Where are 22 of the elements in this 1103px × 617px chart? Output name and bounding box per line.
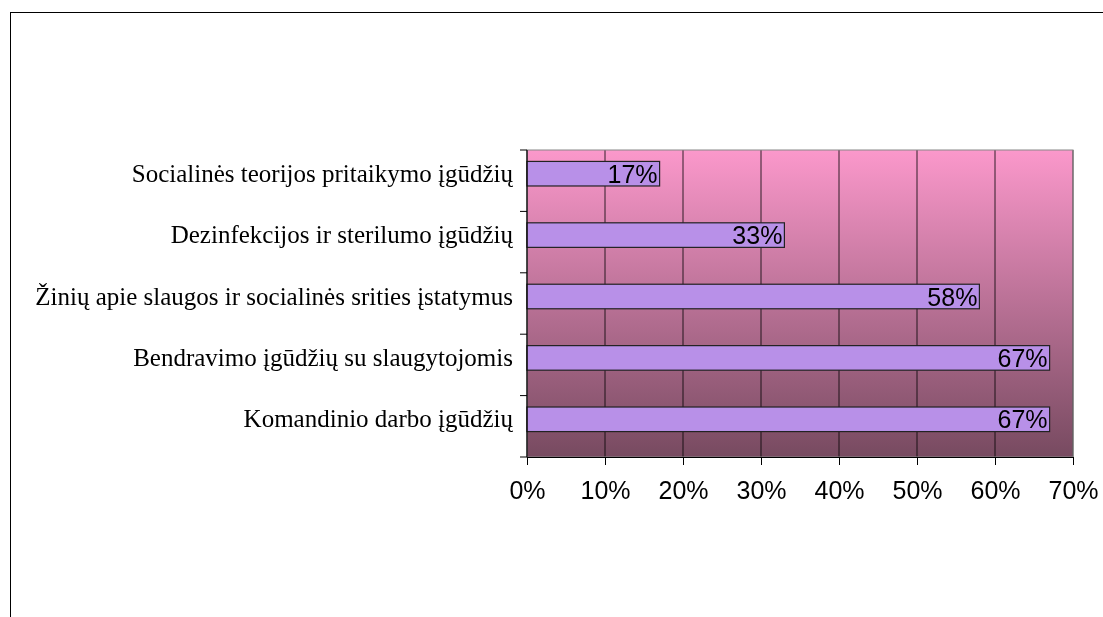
x-tick-label: 0% [509, 475, 546, 504]
bar [526, 345, 1051, 371]
x-tick-label: 70% [1048, 475, 1099, 504]
data-label: 67% [997, 405, 1048, 434]
x-tick-label: 30% [736, 475, 787, 504]
x-tick-label: 50% [892, 475, 943, 504]
x-tick-label: 10% [580, 475, 631, 504]
data-label: 17% [607, 159, 658, 188]
x-tick-label: 60% [970, 475, 1021, 504]
y-tick-label: Dezinfekcijos ir sterilumo įgūdžių [170, 221, 514, 249]
y-tick-label: Komandinio darbo įgūdžių [243, 405, 514, 433]
x-tick-label: 20% [658, 475, 709, 504]
y-tick-label: Žinių apie slaugos ir socialinės srities įstatymus [35, 282, 513, 310]
data-label: 67% [997, 343, 1048, 372]
bar [526, 222, 785, 248]
y-tick-label: Socialinės teorijos pritaikymo įgūdžių [131, 159, 514, 187]
y-tick-label: Bendravimo įgūdžių su slaugytojomis [133, 343, 513, 371]
data-label: 33% [732, 221, 783, 250]
x-tick-label: 40% [814, 475, 865, 504]
bar [526, 406, 1051, 433]
data-label: 58% [927, 282, 978, 311]
bar [526, 283, 980, 310]
